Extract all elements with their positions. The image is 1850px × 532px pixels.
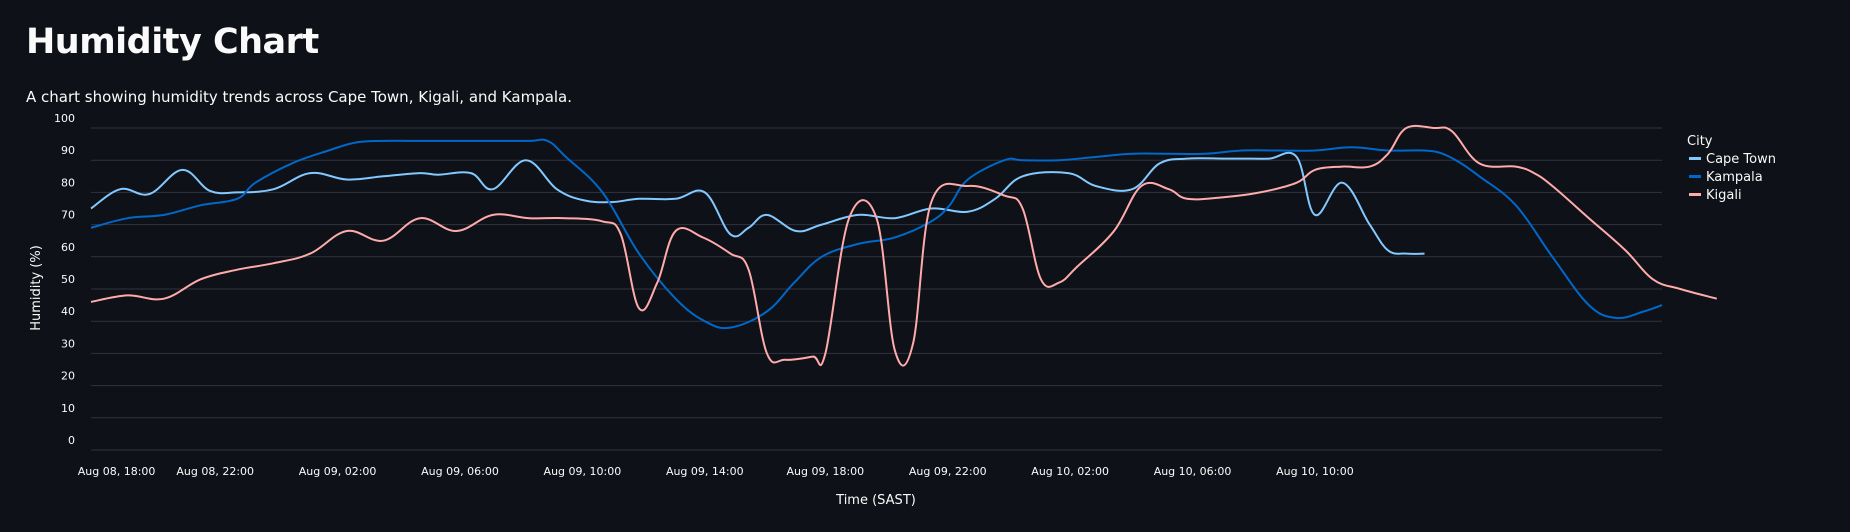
chart-legend[interactable]: City Cape Town Kampala Kigali xyxy=(1687,134,1776,203)
series-line-kampala[interactable] xyxy=(90,138,1663,330)
x-tick-label: Aug 10, 10:00 xyxy=(1276,465,1354,478)
x-axis-ticks: Aug 08, 18:00 Aug 08, 22:00 Aug 09, 02:00 A… xyxy=(78,465,1354,478)
y-tick-label: 40 xyxy=(61,305,75,318)
y-tick-label: 90 xyxy=(61,144,75,157)
y-tick-label: 10 xyxy=(61,402,75,415)
series-line-kigali[interactable] xyxy=(90,124,1718,367)
series-line-cape-town[interactable] xyxy=(90,151,1425,255)
legend-swatch xyxy=(1689,157,1701,160)
y-tick-label: 20 xyxy=(61,370,75,383)
legend-swatch xyxy=(1689,175,1701,178)
y-tick-label: 30 xyxy=(61,337,75,350)
page-subtitle: A chart showing humidity trends across C… xyxy=(26,88,573,106)
y-tick-label: 70 xyxy=(61,209,75,222)
x-tick-label: Aug 08, 18:00 xyxy=(78,465,156,478)
y-axis-title: Humidity (%) xyxy=(29,245,44,331)
x-tick-label: Aug 09, 02:00 xyxy=(299,465,377,478)
legend-swatch xyxy=(1689,193,1701,196)
chart-series-group xyxy=(90,124,1718,367)
x-tick-label: Aug 10, 06:00 xyxy=(1154,465,1232,478)
y-tick-label: 100 xyxy=(54,112,75,125)
page-title: Humidity Chart xyxy=(26,22,319,62)
x-axis-title: Time (SAST) xyxy=(835,493,916,508)
x-tick-label: Aug 09, 14:00 xyxy=(666,465,744,478)
y-tick-label: 50 xyxy=(61,273,75,286)
y-tick-label: 60 xyxy=(61,241,75,254)
x-tick-label: Aug 09, 22:00 xyxy=(909,465,987,478)
x-tick-label: Aug 10, 02:00 xyxy=(1031,465,1109,478)
x-tick-label: Aug 08, 22:00 xyxy=(176,465,254,478)
y-tick-label: 0 xyxy=(68,434,75,447)
x-tick-label: Aug 09, 10:00 xyxy=(544,465,622,478)
legend-label[interactable]: Cape Town xyxy=(1706,152,1776,167)
legend-title: City xyxy=(1687,134,1713,149)
x-tick-label: Aug 09, 06:00 xyxy=(421,465,499,478)
legend-label[interactable]: Kigali xyxy=(1706,188,1742,203)
y-tick-label: 80 xyxy=(61,176,75,189)
chart-grid xyxy=(91,127,1662,451)
y-axis-ticks: 0 10 20 30 40 50 60 70 80 90 100 xyxy=(54,112,75,447)
x-tick-label: Aug 09, 18:00 xyxy=(787,465,865,478)
legend-label[interactable]: Kampala xyxy=(1706,170,1763,185)
